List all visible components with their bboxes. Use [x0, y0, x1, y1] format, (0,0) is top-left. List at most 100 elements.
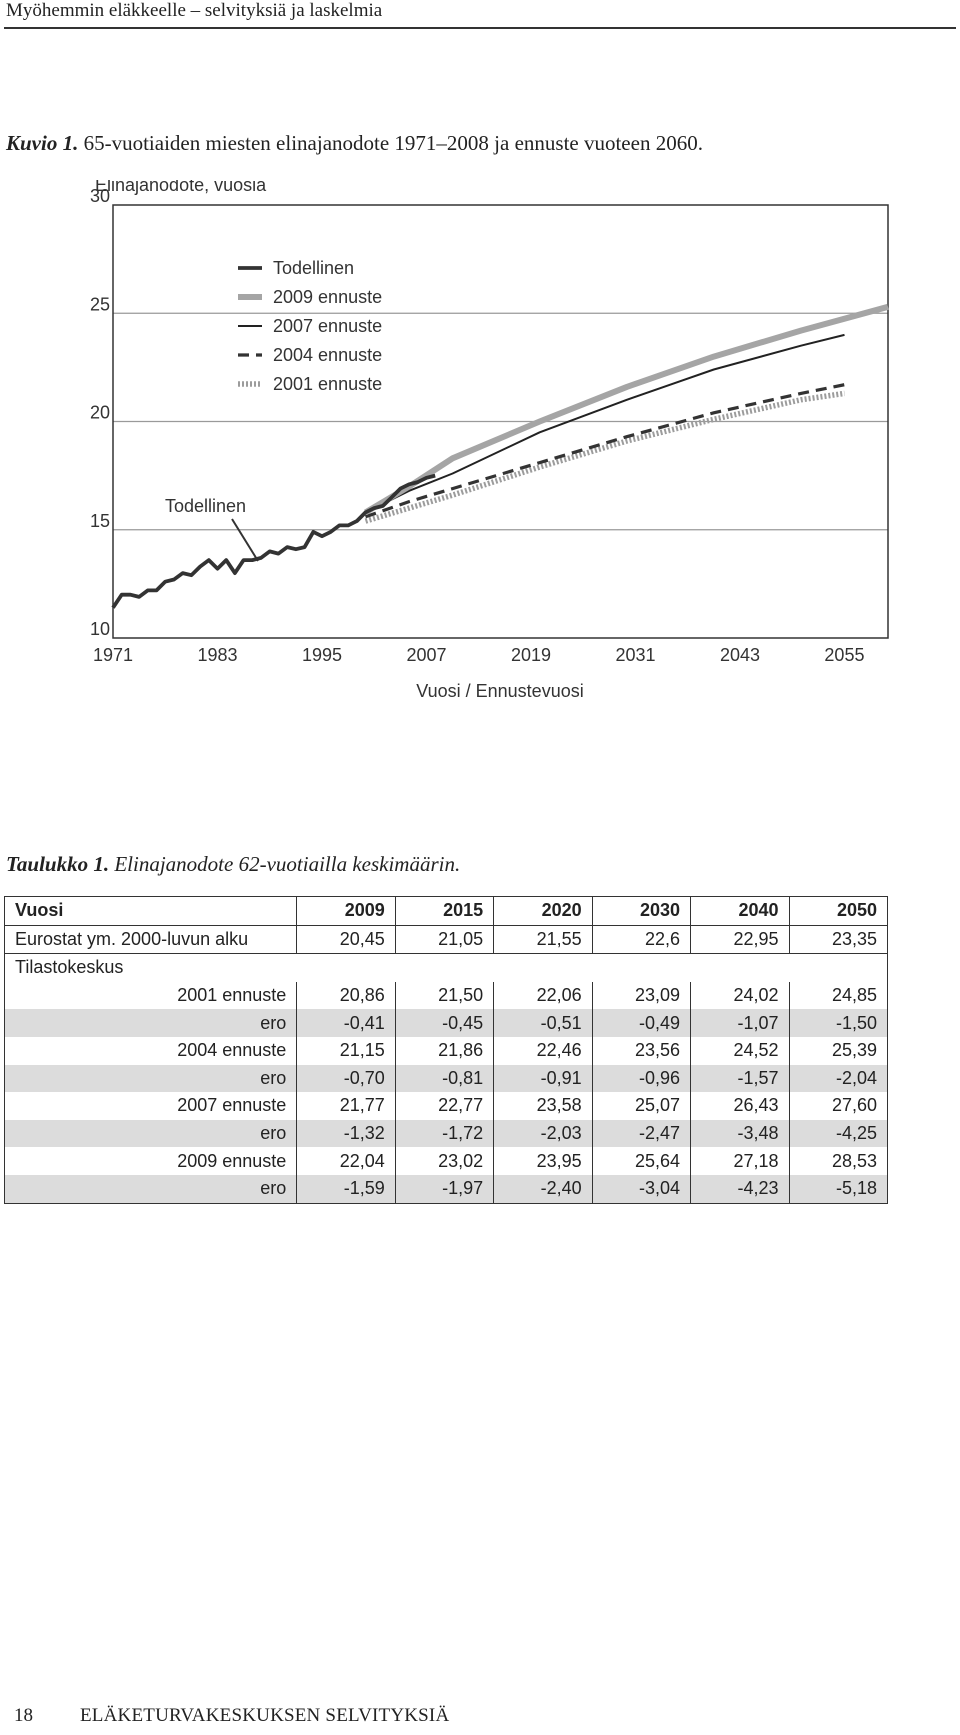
table-cell: -0,91 — [493, 1064, 593, 1093]
table-cell: 24,85 — [788, 981, 888, 1010]
table-cell: 25,39 — [788, 1036, 888, 1065]
table-cell: 21,77 — [296, 1092, 396, 1120]
table-cell: 22,04 — [296, 1147, 396, 1175]
table-row: 2001 ennuste 20,86 21,50 22,06 23,09 24,02 24,… — [5, 981, 888, 1010]
row-label: ero — [4, 1174, 297, 1204]
annotation-pointer — [231, 518, 259, 562]
table-cell: -5,18 — [788, 1174, 888, 1204]
x-tick-label: 2043 — [720, 645, 760, 665]
x-tick-label: 2055 — [824, 645, 864, 665]
row-label: ero — [4, 1064, 297, 1093]
table-title: Elinajanodote 62-vuotiailla keskimäärin. — [109, 852, 461, 876]
y-tick-label: 10 — [90, 619, 110, 639]
table-cell: -1,72 — [394, 1119, 494, 1148]
table-cell: -0,51 — [493, 1009, 593, 1037]
table-cell: -1,59 — [296, 1174, 396, 1204]
table-cell: -2,40 — [493, 1174, 593, 1204]
table-group-row: Tilastokeskus — [5, 954, 888, 982]
gridlines — [113, 312, 888, 531]
table-cell: 21,50 — [394, 981, 494, 1010]
header-year: 2050 — [788, 896, 888, 926]
table-cell: 25,64 — [591, 1147, 691, 1175]
table-row: 2007 ennuste 21,77 22,77 23,58 25,07 26,43 27,… — [5, 1092, 888, 1120]
table-cell: 21,55 — [493, 925, 593, 955]
table-cell: 20,86 — [296, 981, 396, 1010]
table-cell: 23,35 — [788, 925, 888, 955]
todellinen-annotation: Todellinen — [165, 496, 259, 562]
header-rule — [4, 27, 956, 29]
table-cell: 27,60 — [788, 1092, 888, 1120]
table-label: Taulukko 1. — [6, 852, 110, 876]
series-line-1 — [363, 303, 889, 515]
table-cell: -1,57 — [690, 1064, 789, 1093]
table-cell: -1,97 — [394, 1174, 494, 1204]
table-row: Eurostat ym. 2000-luvun alku 20,45 21,05 21… — [4, 925, 888, 955]
table-cell: 22,77 — [394, 1092, 494, 1120]
figure-title: 65-vuotiaiden miesten elinajanodote 1971… — [78, 131, 703, 155]
row-label: 2001 ennuste — [177, 985, 287, 1006]
table-cell: -2,47 — [591, 1119, 691, 1148]
table-row: ero -0,41 -0,45 -0,51 -0,49 -1,07 -1,50 — [4, 1009, 888, 1037]
row-label: 2007 ennuste — [177, 1095, 287, 1116]
annotation-label: Todellinen — [165, 496, 246, 516]
series-line-0 — [111, 473, 436, 609]
table-cell: -0,96 — [591, 1064, 691, 1093]
table-cell: -0,41 — [296, 1009, 396, 1037]
table-row: ero -0,70 -0,81 -0,91 -0,96 -1,57 -2,04 — [4, 1064, 888, 1093]
plot-frame — [112, 204, 889, 639]
header-year: 2040 — [690, 896, 789, 926]
series-line-3 — [364, 383, 845, 519]
table-cell: -1,07 — [690, 1009, 789, 1037]
x-axis-label: Vuosi / Ennustevuosi — [416, 681, 583, 701]
legend: Todellinen 2009 ennuste 2007 ennuste 2004 e… — [238, 258, 382, 394]
row-label: ero — [4, 1009, 297, 1037]
table-cell: 21,86 — [394, 1036, 494, 1065]
table-row: ero -1,59 -1,97 -2,40 -3,04 -4,23 -5,18 — [4, 1174, 888, 1204]
legend-label: 2004 ennuste — [273, 345, 382, 365]
table-cell: -0,49 — [591, 1009, 691, 1037]
legend-label: 2009 ennuste — [273, 287, 382, 307]
row-label: Eurostat ym. 2000-luvun alku — [4, 925, 297, 955]
table-cell: 22,6 — [591, 925, 691, 955]
header-year: 2009 — [296, 896, 396, 926]
figure-label: Kuvio 1. — [6, 131, 79, 155]
table-cell: 23,95 — [493, 1147, 593, 1175]
row-label: ero — [4, 1119, 297, 1148]
table-row: 2004 ennuste 21,15 21,86 22,46 23,56 24,52 25,… — [5, 1036, 888, 1065]
table-cell: 24,52 — [690, 1036, 789, 1065]
table-cell: -2,04 — [788, 1064, 888, 1093]
table-cell: 21,15 — [296, 1036, 396, 1065]
table-cell: 23,02 — [394, 1147, 494, 1175]
table-cell: -0,70 — [296, 1064, 396, 1093]
series-layer — [111, 303, 889, 609]
row-label: 2004 ennuste — [177, 1040, 287, 1061]
table-cell: 26,43 — [690, 1092, 789, 1120]
table-cell: 22,95 — [690, 925, 789, 955]
y-tick-label: 25 — [90, 294, 110, 314]
table-cell: 23,56 — [591, 1036, 691, 1065]
table-header-row: Vuosi 2009 2015 2020 2030 2040 2050 — [4, 896, 888, 926]
x-tick-labels: 1971 1983 1995 2007 2019 2031 2043 2055 — [93, 645, 865, 665]
table-row: ero -1,32 -1,72 -2,03 -2,47 -3,48 -4,25 — [4, 1119, 888, 1148]
table-cell: -3,48 — [690, 1119, 789, 1148]
table-cell: -3,04 — [591, 1174, 691, 1204]
y-tick-labels: 10 15 20 25 30 — [90, 186, 110, 639]
life-expectancy-chart: Elinajanodote, vuosia 10 15 20 25 30 1971 198… — [90, 180, 889, 701]
table-cell: -1,50 — [788, 1009, 888, 1037]
series-line-2 — [365, 333, 845, 514]
table-cell: -2,03 — [493, 1119, 593, 1148]
table-caption: Taulukko 1. Elinajanodote 62-vuotiailla … — [6, 852, 460, 877]
table-cell: 25,07 — [591, 1092, 691, 1120]
y-tick-label: 20 — [90, 403, 110, 423]
header-year: 2020 — [493, 896, 593, 926]
life-expectancy-table: Vuosi 2009 2015 2020 2030 2040 2050 Eurostat ym… — [4, 896, 888, 1204]
legend-label: 2001 ennuste — [273, 374, 382, 394]
x-tick-label: 2007 — [406, 645, 446, 665]
figure-caption: Kuvio 1. 65-vuotiaiden miesten elinajano… — [6, 131, 703, 156]
header-year: 2015 — [394, 896, 494, 926]
table-cell: -0,45 — [394, 1009, 494, 1037]
publication-name: ELÄKETURVAKESKUKSEN SELVITYKSIÄ — [80, 1705, 450, 1726]
table-row: 2009 ennuste 22,04 23,02 23,95 25,64 27,18 28,… — [5, 1147, 888, 1175]
header-year: 2030 — [591, 896, 691, 926]
y-tick-label: 30 — [90, 186, 110, 206]
